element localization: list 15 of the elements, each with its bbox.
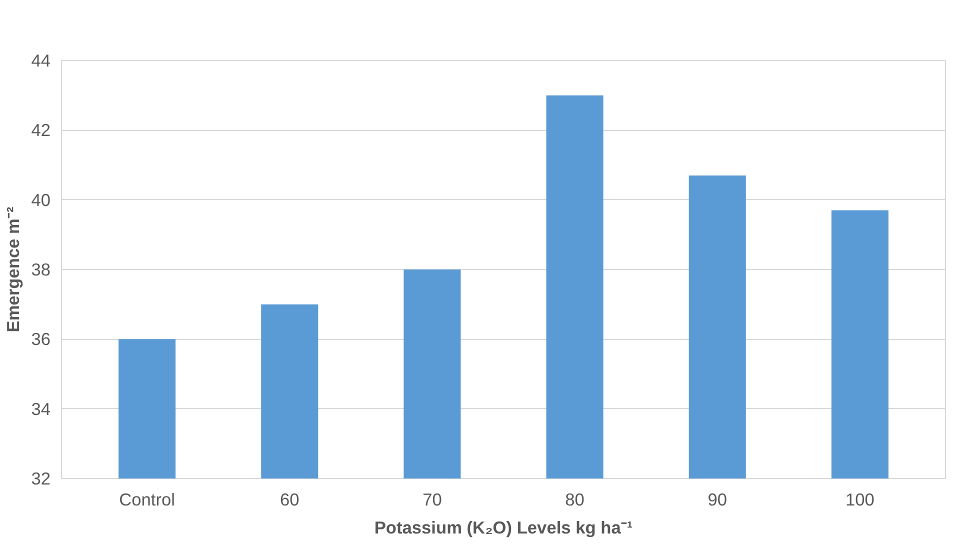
y-tick-label: 38	[31, 260, 51, 280]
y-tick-label: 36	[31, 329, 51, 350]
y-tick-label: 40	[31, 190, 51, 210]
y-tick-label: 34	[31, 398, 51, 419]
x-tick-label: 80	[565, 490, 584, 510]
y-tick-label: 42	[31, 120, 51, 140]
x-axis-title: Potassium (K₂O) Levels kg ha⁻¹	[374, 518, 633, 538]
y-axis-title: Emergence m⁻²	[3, 206, 24, 332]
x-tick-label: 90	[708, 490, 728, 510]
x-tick-label: Control	[119, 490, 175, 510]
x-tick-label: 70	[422, 490, 442, 510]
x-tick-label: 60	[280, 490, 300, 510]
x-tick-label: 100	[845, 490, 874, 510]
y-tick-label: 44	[31, 50, 51, 70]
y-tick-label: 32	[31, 468, 51, 488]
